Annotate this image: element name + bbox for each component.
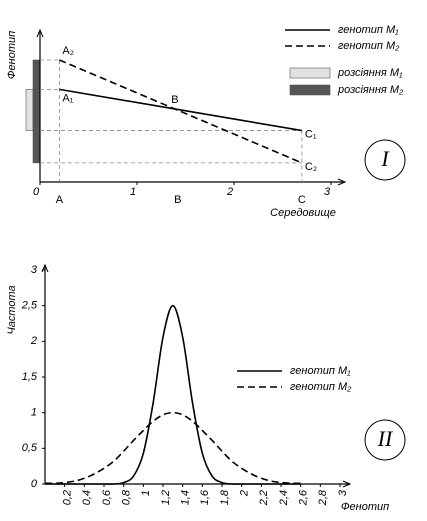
panel-label: II xyxy=(377,426,394,451)
axis-arrow xyxy=(36,28,44,38)
x-marker-label: B xyxy=(174,194,181,206)
x-tick-label: 1 xyxy=(130,186,136,198)
x-tick-label: 1 xyxy=(140,490,152,496)
panel-label: I xyxy=(380,146,390,171)
x-tick-label: 3 xyxy=(324,186,331,198)
legend-swatch xyxy=(289,84,331,96)
legend-label: розсіяння M₂ xyxy=(337,84,404,96)
point-label: A₂ xyxy=(62,45,74,57)
x-tick-label: 3 xyxy=(337,489,349,496)
range-bar xyxy=(25,89,34,131)
x-tick-label: 1,8 xyxy=(219,489,231,505)
y-tick-label: 1 xyxy=(31,407,37,419)
series-line xyxy=(44,304,301,485)
x-tick-label: 0,2 xyxy=(62,490,74,505)
point-label: C₂ xyxy=(305,161,317,173)
axis-arrow xyxy=(337,178,347,186)
x-tick-label: 2,6 xyxy=(298,489,310,506)
x-axis-label: Середовище xyxy=(270,207,336,219)
y-tick-label: 0,5 xyxy=(22,442,38,454)
axis-arrow xyxy=(342,480,352,488)
legend-label: генотип M₂ xyxy=(338,40,400,52)
x-marker-label: C xyxy=(298,194,306,206)
legend-label: генотип M₁ xyxy=(338,24,399,36)
x-tick-label: 2,8 xyxy=(317,489,329,506)
series-line xyxy=(59,59,303,164)
series-line xyxy=(59,88,303,132)
legend-label: генотип M₁ xyxy=(290,365,351,377)
crossing-label: B xyxy=(171,94,178,106)
y-tick-label: 2,5 xyxy=(21,300,38,312)
panel-circle xyxy=(364,139,406,181)
point-label: C₁ xyxy=(305,128,317,140)
x-tick-label: 1,4 xyxy=(180,490,192,505)
panel-circle xyxy=(364,419,406,461)
x-tick-label: 2 xyxy=(226,186,233,198)
x-tick-label: 0,8 xyxy=(121,489,133,505)
y-axis-label: Частота xyxy=(6,285,18,334)
x-tick-label: 2,4 xyxy=(278,490,290,506)
y-tick-label: 2 xyxy=(30,335,37,347)
x-tick-label: 0,4 xyxy=(81,490,93,505)
series-line xyxy=(44,411,301,485)
legend-label: генотип M₂ xyxy=(290,381,352,393)
x-tick-label: 1,2 xyxy=(160,490,172,505)
x-tick-label: 1,6 xyxy=(199,489,211,505)
y-tick-label: 0 xyxy=(31,478,38,490)
y-axis-label: Фенотип xyxy=(6,31,18,79)
x-tick-label: 2,2 xyxy=(258,490,270,506)
legend-swatch xyxy=(289,67,331,79)
x-tick-label: 0 xyxy=(33,186,40,198)
point-label: A₁ xyxy=(62,92,73,104)
range-bar xyxy=(32,59,41,164)
y-tick-label: 3 xyxy=(31,264,38,276)
x-axis-label: Фенотип xyxy=(341,501,389,513)
x-marker-label: A xyxy=(56,194,64,206)
y-tick-label: 1,5 xyxy=(22,371,38,383)
x-tick-label: 2 xyxy=(239,490,251,497)
legend-label: розсіяння M₁ xyxy=(337,67,403,79)
x-tick-label: 0,6 xyxy=(101,489,113,505)
